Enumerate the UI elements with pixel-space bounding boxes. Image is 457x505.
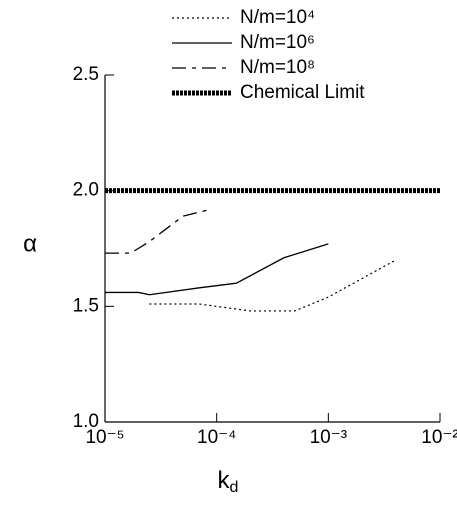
x-tick-label: 10⁻³ [310, 427, 348, 448]
series-line [105, 243, 329, 296]
y-tick-label: 2.5 [73, 64, 99, 85]
x-axis-label: kd [218, 467, 239, 496]
legend-label: Chemical Limit [240, 82, 365, 103]
y-tick-label: 2.0 [73, 180, 99, 201]
y-tick-label: 1.5 [73, 295, 99, 316]
x-tick-label: 10⁻⁵ [85, 427, 124, 448]
legend-label: N/m=10⁴ [240, 7, 315, 28]
y-axis-label: α [23, 230, 37, 257]
x-tick-label: 10⁻² [421, 427, 457, 448]
x-label-base: k [218, 467, 231, 494]
series-line [149, 259, 396, 312]
y-tick-label: 1.0 [73, 411, 99, 432]
legend-label: N/m=10⁶ [240, 32, 315, 53]
x-tick-label: 10⁻⁴ [197, 427, 236, 448]
series-line [105, 208, 212, 254]
x-label-subscript: d [230, 479, 239, 496]
legend-label: N/m=10⁸ [240, 57, 315, 78]
